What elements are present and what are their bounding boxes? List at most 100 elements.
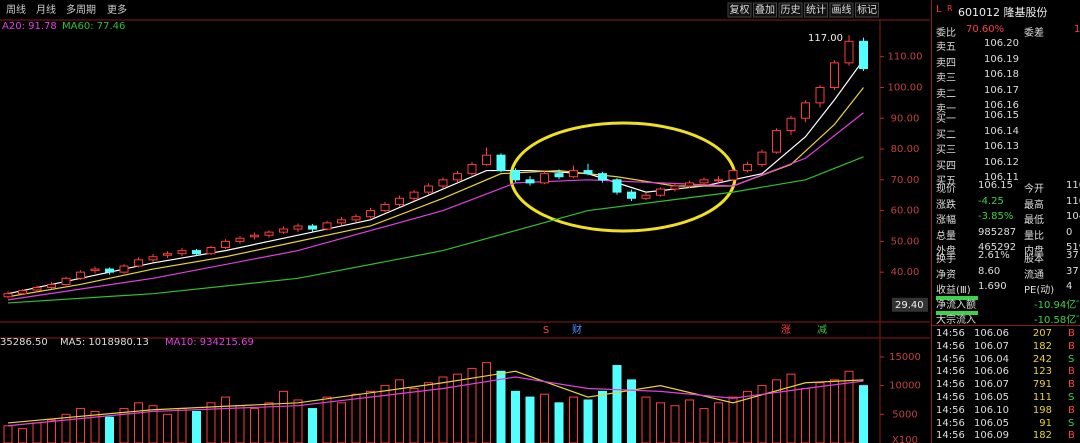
stat-cell: 37 [1066, 250, 1079, 261]
toolbar-button[interactable] [855, 2, 879, 18]
candle-body [380, 203, 390, 212]
stat-cell: 净资 [936, 269, 956, 281]
y-tick-label: 5000 [892, 409, 917, 420]
event-marker[interactable]: 减 [817, 324, 827, 336]
trade-volume: 182 [1032, 430, 1052, 442]
toolbar-button[interactable] [829, 2, 854, 18]
toolbar-button-label[interactable]: 统计 [806, 3, 826, 16]
toolbar-tab[interactable]: 更多 [107, 3, 127, 16]
candle-body [467, 163, 477, 175]
volume-bar [293, 399, 303, 443]
candle-body [772, 130, 781, 153]
toolbar-tab[interactable]: 周线 [6, 3, 26, 16]
order-label: 卖三 [936, 73, 956, 84]
volume-bar [337, 402, 346, 443]
volume-bar [728, 396, 738, 443]
volume-bar [598, 390, 607, 443]
volume-bar [163, 413, 172, 443]
volume-bar [18, 428, 27, 443]
candle-body [554, 173, 564, 178]
toolbar-tab[interactable]: 月线 [36, 3, 56, 16]
toolbar-button[interactable] [727, 2, 752, 18]
candle-body [815, 86, 825, 104]
volume-bar [90, 410, 100, 443]
volume-bar [641, 396, 651, 443]
volume-bar [177, 408, 187, 443]
volume-bar [351, 393, 361, 443]
candle-body [134, 259, 143, 267]
volume-bar [482, 362, 491, 443]
candle-body [496, 154, 506, 172]
volume-bar [714, 402, 723, 443]
candle-body [453, 173, 462, 181]
volume-bar [830, 379, 839, 443]
stat-cell: 总量 [936, 230, 956, 242]
event-marker[interactable]: S [543, 325, 549, 336]
volume-bar [264, 402, 274, 443]
stat-cell: 2.61% [978, 250, 1010, 261]
volume-bar [221, 396, 230, 443]
trade-volume: 791 [1032, 379, 1052, 391]
trade-time: 14:56 [936, 366, 965, 378]
candle-body [47, 283, 56, 289]
order-label: 卖二 [936, 88, 956, 100]
stat-cell: 量比 [1024, 230, 1044, 242]
flow-bar [936, 311, 978, 315]
toolbar-button-label[interactable]: 标记 [857, 4, 877, 16]
volume-bar [656, 402, 665, 443]
stat-cell: 8.60 [978, 265, 1001, 277]
trade-price: 106.06 [974, 366, 1009, 378]
trade-volume: 111 [1032, 392, 1052, 403]
candle-body [18, 290, 27, 295]
volume-bar [395, 379, 404, 443]
volume-bar [32, 422, 42, 443]
y-tick-label: 70.00 [891, 175, 920, 186]
volume-bar [670, 405, 680, 443]
candle-body [192, 250, 201, 255]
candle-body [641, 194, 651, 199]
quote-panel: L R 601012 隆基股份 委比 70.60% 委差 1 卖五 106.20 卖四 106.19… [931, 0, 1080, 443]
order-price: 106.19 [984, 53, 1019, 65]
volume-bar [206, 402, 216, 443]
trade-price: 106.06 [974, 328, 1009, 339]
order-price: 106.12 [984, 156, 1019, 168]
volume-bar [308, 408, 317, 443]
candle-body [76, 271, 85, 279]
candle-body [482, 154, 491, 165]
order-price: 106.18 [984, 69, 1019, 80]
volume-bar [192, 410, 201, 443]
y-tick-label: 110.00 [888, 52, 923, 63]
toolbar-button[interactable] [804, 2, 828, 18]
toolbar-button[interactable] [753, 2, 777, 18]
candle-body [728, 170, 738, 181]
trade-side: S [1068, 417, 1075, 429]
toolbar-button-label[interactable]: 画线 [832, 3, 852, 16]
candle-body [293, 225, 303, 230]
toolbar-button-label[interactable]: 叠加 [755, 4, 775, 16]
trade-side: B [1068, 328, 1075, 339]
trade-time: 14:56 [936, 353, 965, 365]
candle-body [264, 231, 274, 236]
stat-cell: 收益(Ⅲ) [936, 285, 971, 296]
toolbar-button-label[interactable]: 历史 [781, 4, 801, 16]
candle-body [569, 170, 578, 178]
stat-cell: 换手 [936, 254, 956, 265]
candle-body [525, 179, 535, 184]
event-marker[interactable]: 财 [572, 323, 582, 336]
stat-cell: 最低 [1024, 215, 1044, 226]
trade-price: 106.05 [974, 417, 1009, 429]
toolbar-button-label[interactable]: 复权 [730, 3, 750, 16]
y-tick-label: 100.00 [888, 82, 923, 93]
event-marker[interactable]: 涨 [781, 324, 791, 336]
stat-cell: 涨幅 [936, 215, 956, 226]
stat-cell: 1.690 [978, 281, 1007, 292]
candle-body [743, 163, 752, 172]
toolbar-tab[interactable]: 多周期 [66, 3, 96, 16]
order-price: 106.17 [984, 84, 1019, 96]
stat-cell: -4.25 [978, 195, 1004, 207]
stat-cell: 现价 [936, 184, 956, 195]
candle-body [757, 151, 767, 165]
flow-bar [936, 296, 978, 300]
candle-body [670, 185, 680, 190]
toolbar-button[interactable] [778, 2, 803, 18]
